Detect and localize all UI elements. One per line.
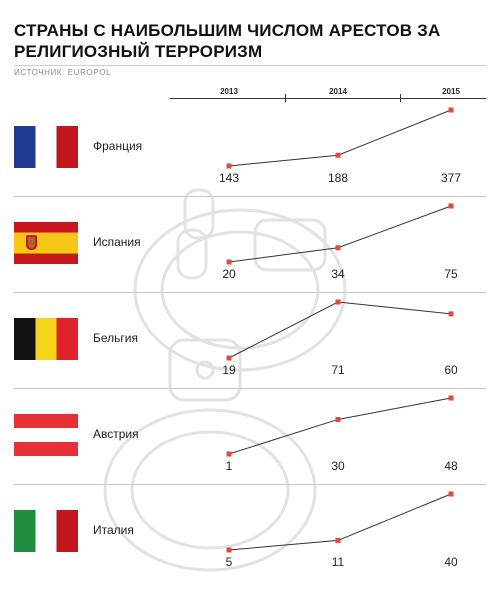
value-label: 11 (332, 555, 345, 569)
value-label: 5 (226, 555, 233, 569)
handcuffs-icon (103, 188, 347, 572)
data-point (226, 547, 232, 553)
data-point (335, 537, 341, 543)
data-point (226, 451, 232, 457)
value-label: 1 (226, 459, 233, 473)
year-label: 2014 (329, 87, 347, 96)
value-label: 30 (331, 459, 345, 473)
data-point (448, 395, 454, 401)
value-label: 19 (222, 363, 236, 377)
data-point (335, 299, 341, 305)
year-tick (285, 94, 286, 102)
flag-belgium-icon (14, 318, 78, 360)
value-label: 40 (444, 555, 458, 569)
row-divider (14, 484, 486, 485)
data-point (335, 245, 341, 251)
data-point (226, 163, 232, 169)
data-point (335, 416, 341, 422)
flag-france-icon (14, 126, 78, 168)
value-label: 377 (441, 171, 461, 185)
title-divider (14, 65, 486, 66)
flag-austria-icon (14, 414, 78, 456)
row-divider (14, 292, 486, 293)
data-point (226, 355, 232, 361)
series-line (228, 397, 452, 455)
value-label: 20 (222, 267, 236, 281)
data-point (448, 491, 454, 497)
series-line (228, 205, 452, 263)
value-label: 143 (219, 171, 239, 185)
country-name: Австрия (93, 427, 139, 441)
data-point (335, 152, 341, 158)
year-axis-line (170, 98, 486, 99)
chart-title: СТРАНЫ С НАИБОЛЬШИМ ЧИСЛОМ АРЕСТОВ ЗА РЕ… (14, 21, 441, 61)
country-name: Бельгия (93, 331, 138, 345)
year-label: 2013 (220, 87, 238, 96)
series-line (228, 301, 452, 359)
value-label: 75 (444, 267, 458, 281)
data-point (448, 203, 454, 209)
country-name: Италия (93, 523, 134, 537)
year-tick (400, 94, 401, 102)
country-name: Франция (93, 139, 143, 153)
value-label: 48 (444, 459, 458, 473)
row-divider (14, 388, 486, 389)
data-point (448, 107, 454, 113)
value-label: 71 (331, 363, 345, 377)
data-point (226, 259, 232, 265)
spain-coat-of-arms-icon (26, 235, 37, 250)
flag-spain-icon (14, 222, 78, 264)
value-label: 34 (331, 267, 345, 281)
flag-italy-icon (14, 510, 78, 552)
value-label: 188 (328, 171, 348, 185)
data-point (448, 311, 454, 317)
country-name: Испания (93, 235, 141, 249)
value-label: 60 (444, 363, 458, 377)
year-label: 2015 (442, 87, 460, 96)
row-divider (14, 196, 486, 197)
source-note: ИСТОЧНИК: EUROPOL (14, 68, 112, 77)
